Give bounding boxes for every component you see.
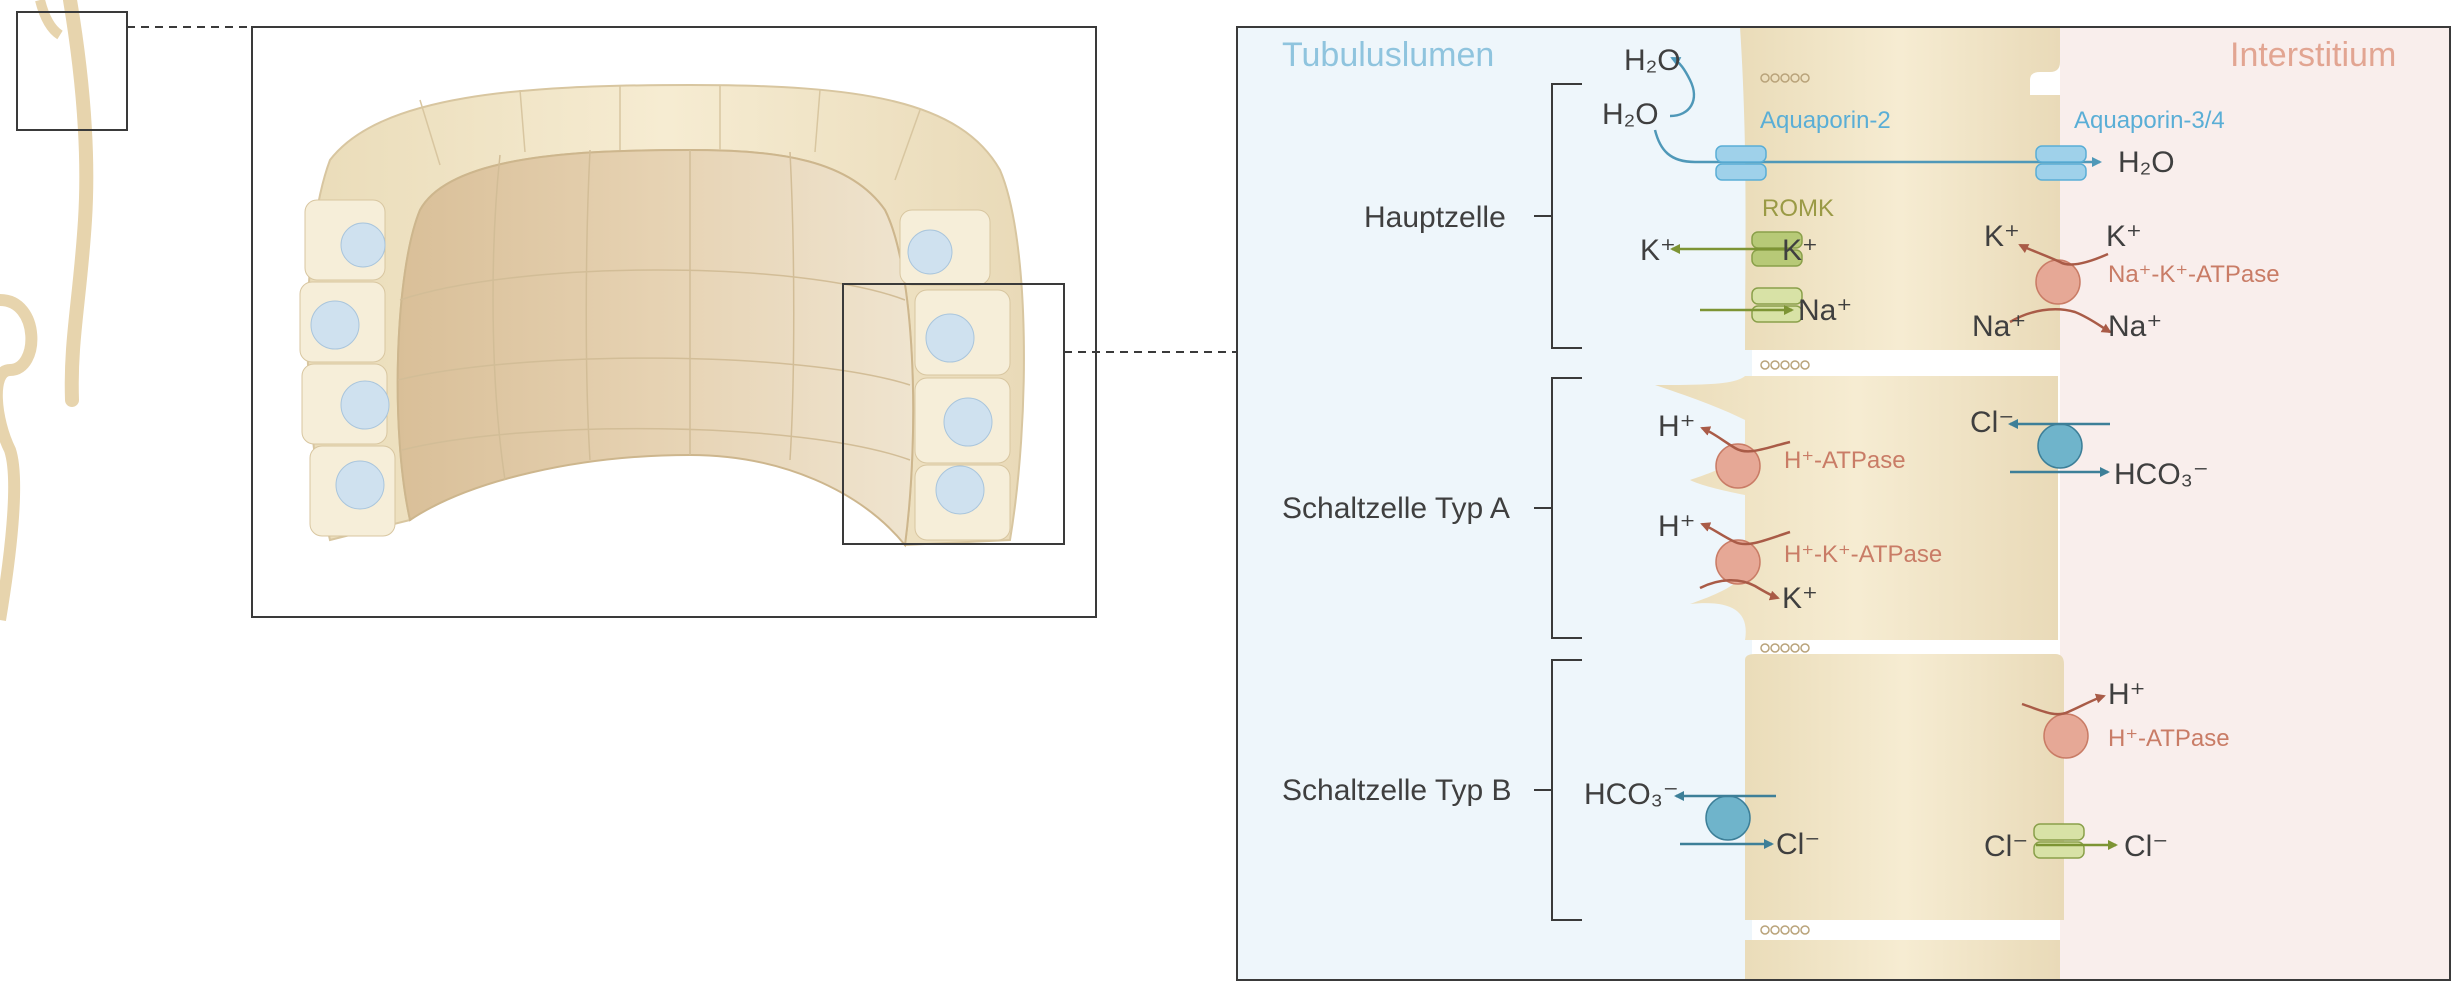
right-cells [899, 209, 1011, 541]
h2o-top: H₂O [1624, 44, 1681, 77]
tight-junctions [1760, 73, 1810, 935]
na-int-right: Na⁺ [2108, 310, 2162, 343]
h-atpase-pump-a [1715, 443, 1761, 489]
h-efflux-arrow-a1 [1700, 426, 1791, 453]
tubule-strand-2 [35, 0, 63, 40]
cl-a: Cl⁻ [1970, 406, 2014, 439]
h-efflux-arrow-b [2021, 693, 2106, 716]
k-int-right: K⁺ [2106, 220, 2142, 253]
h2o-arrow-through [1653, 129, 2102, 167]
aquaporin-2-channel [1715, 145, 1767, 181]
lumen-label: Tubuluslumen [1282, 36, 1494, 74]
h-k-atpase-label: H⁺-K⁺-ATPase [1784, 541, 1942, 568]
na-cell: Na⁺ [1798, 294, 1852, 327]
tubule-section [251, 26, 1237, 618]
k-influx-arrow-a2 [1699, 579, 1780, 601]
tubule-strand [63, 0, 94, 407]
h2o-middle: H₂O [1602, 98, 1659, 131]
h-efflux-arrow-a2 [1700, 522, 1791, 546]
top-cell-lines [419, 86, 921, 181]
left-cells [299, 199, 396, 537]
na-k-atpase-pump [2035, 259, 2081, 305]
hauptzelle-label: Hauptzelle [1364, 201, 1506, 234]
k-lumen: K⁺ [1640, 234, 1676, 267]
h-atpase-label-b: H⁺-ATPase [2108, 725, 2230, 752]
tube-inner-surface [396, 148, 915, 548]
zoom-box-small [16, 11, 128, 131]
k-cell: K⁺ [1782, 234, 1818, 267]
k-into-cell-arrow-1 [2018, 243, 2109, 266]
cl-b-in: Cl⁻ [1984, 830, 2028, 863]
typA-label: Schaltzelle Typ A [1282, 492, 1510, 525]
cl-hco3-exchanger-a [2037, 423, 2083, 469]
h-atpase-pump-b [2043, 713, 2089, 759]
k-a2: K⁺ [1782, 582, 1818, 615]
surface-grid [397, 149, 911, 481]
h2o-right: H₂O [2118, 146, 2175, 179]
lumen-area [1237, 27, 1752, 980]
aquaporin-2-label: Aquaporin-2 [1760, 107, 1891, 134]
hco3-b: HCO₃⁻ [1584, 778, 1679, 811]
h-k-atpase-pump [1715, 539, 1761, 585]
k-int-left: K⁺ [1984, 220, 2020, 253]
interstitium-label: Interstitium [2230, 36, 2396, 74]
h-atpase-label-a: H⁺-ATPase [1784, 447, 1906, 474]
interstitium-area [2060, 27, 2450, 980]
aquaporin-34-label: Aquaporin-3/4 [2074, 107, 2225, 134]
transport-panel: Tubuluslumen Interstitium Hauptzelle Sch… [1236, 26, 2451, 981]
typB-label: Schaltzelle Typ B [1282, 774, 1512, 807]
zoom-box-section [842, 283, 1065, 545]
hauptzelle-cell [1740, 27, 2060, 350]
aquaporin-34-channel [2035, 145, 2087, 181]
cl-hco3-exchanger-b [1705, 795, 1751, 841]
na-int-left: Na⁺ [1972, 310, 2026, 343]
next-cell [1745, 940, 2060, 980]
typB-cell [1745, 654, 2064, 920]
h-a1: H⁺ [1658, 410, 1696, 443]
tubule-loop [0, 294, 38, 621]
na-out-arrow [2009, 308, 2112, 334]
na-k-atpase-label: Na⁺-K⁺-ATPase [2108, 261, 2280, 288]
panel-frame [1236, 26, 2451, 981]
cl-b-out: Cl⁻ [2124, 830, 2168, 863]
cl-b-apical: Cl⁻ [1776, 828, 1820, 861]
brackets [1534, 83, 1582, 921]
h-a2: H⁺ [1658, 510, 1696, 543]
h-b: H⁺ [2108, 678, 2146, 711]
tubule-overview [0, 0, 252, 621]
hco3-a: HCO₃⁻ [2114, 458, 2209, 491]
romk-label: ROMK [1762, 195, 1834, 222]
h2o-arrow-efflux [1669, 56, 1696, 118]
